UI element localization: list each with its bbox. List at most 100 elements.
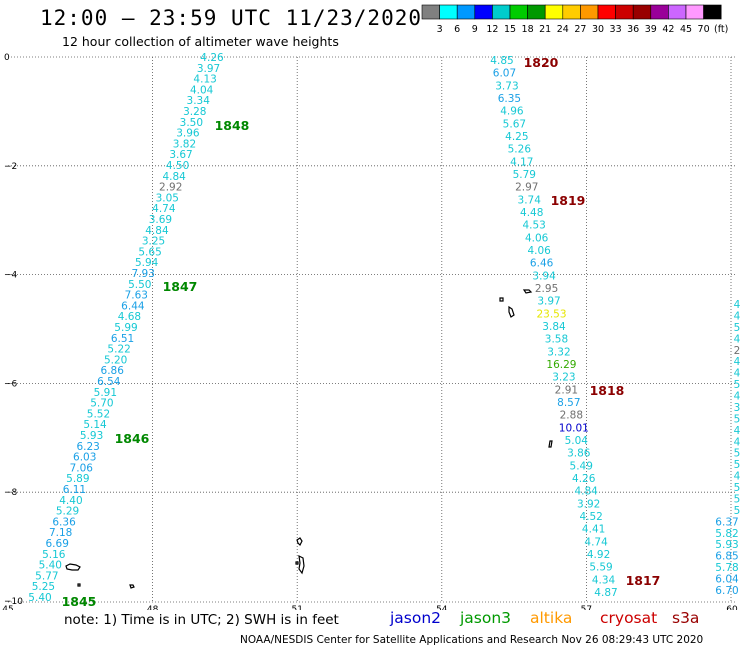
wave-height-value: 5.67 — [503, 118, 526, 130]
wave-height-value: 4.26 — [572, 473, 596, 485]
wave-height-value: 4.26 — [200, 52, 224, 64]
wave-height-value: 3.92 — [577, 498, 600, 510]
wave-height-value: 2.91 — [555, 384, 578, 396]
legend-tick-label: 12 — [486, 24, 498, 35]
pass-label-1847: 1847 — [163, 279, 198, 294]
legend-tick-label: 9 — [472, 24, 478, 35]
wave-height-value: 2 — [734, 345, 740, 357]
island-outline — [508, 305, 515, 318]
legend-swatch — [703, 4, 722, 20]
wave-height-value: 5.40 — [39, 560, 62, 572]
legend-unit: (ft) — [714, 24, 728, 35]
wave-height-value: 3.82 — [173, 138, 196, 150]
x-tick-label: 54 — [436, 605, 448, 610]
wave-height-value: 4.85 — [490, 55, 513, 67]
x-tick-label: 51 — [291, 605, 302, 610]
island-outline — [295, 561, 299, 565]
wave-height-value: 5.70 — [90, 398, 113, 410]
wave-height-value: 4 — [734, 391, 740, 403]
wave-height-value: 5 — [734, 379, 740, 391]
wave-height-value: 5 — [734, 493, 740, 505]
wave-height-value: 4.84 — [574, 486, 598, 498]
wave-height-value: 3.84 — [542, 321, 566, 333]
wave-height-value: 7.93 — [132, 268, 155, 280]
wave-height-value: 3.96 — [176, 128, 200, 140]
wave-height-value: 6.07 — [493, 68, 516, 80]
island-outline — [129, 584, 135, 589]
color-legend: 3 6 9 12 15 18 21 24 27 30 33 36 39 42 45 70 (ft) — [421, 4, 728, 35]
wave-height-value: 4.84 — [145, 225, 169, 237]
wave-height-value: 5.14 — [83, 419, 107, 431]
wave-height-value: 6.46 — [530, 258, 554, 270]
wave-height-value: 5.59 — [589, 562, 612, 574]
wave-height-value: 5.93 — [80, 430, 103, 442]
x-tick-label: 60 — [726, 605, 738, 610]
wave-height-value: 5.50 — [128, 279, 151, 291]
legend-tick-label: 70 — [698, 24, 710, 35]
wave-height-value: 3.32 — [547, 346, 570, 358]
wave-height-value: 7.18 — [49, 527, 72, 539]
wave-height-value: 5.93 — [715, 539, 738, 551]
wave-height-value: 6.11 — [63, 484, 86, 496]
wave-height-value: 4 — [734, 299, 740, 311]
wave-height-value: 5.91 — [94, 387, 117, 399]
wave-height-value: 4 — [734, 368, 740, 380]
wave-height-value: 3.97 — [537, 296, 560, 308]
wave-height-value: 4 — [734, 436, 740, 448]
y-tick-label: −8 — [4, 488, 18, 498]
island-outline — [298, 554, 305, 575]
legend-tick-label: 36 — [627, 24, 639, 35]
wave-height-value: 6.69 — [46, 538, 69, 550]
wave-height-value: 5.65 — [138, 246, 161, 258]
wave-height-value: 3.58 — [545, 334, 568, 346]
wave-height-value: 5.82 — [715, 528, 738, 540]
wave-height-value: 2.92 — [159, 182, 182, 194]
island-outline — [522, 289, 533, 294]
pass-label-1846: 1846 — [115, 431, 150, 446]
wave-height-value: 3.25 — [142, 236, 165, 248]
wave-height-value: 6.03 — [73, 452, 96, 464]
wave-height-value: 3 — [734, 402, 740, 414]
y-tick-label: 0 — [4, 53, 10, 63]
wave-height-value: 4.17 — [510, 156, 533, 168]
wave-height-map: 45 48 51 54 57 600−2−4−6−8−104.263.974.134.04… — [2, 52, 740, 610]
legend-tick-label: 18 — [522, 24, 534, 35]
island-outline — [77, 583, 81, 587]
wave-height-value: 6.54 — [97, 376, 121, 388]
page-subtitle: 12 hour collection of altimeter wave hei… — [62, 34, 339, 49]
wave-height-value: 3.97 — [197, 63, 220, 75]
wave-height-value: 4.74 — [584, 536, 608, 548]
wave-height-value: 5.79 — [513, 169, 536, 181]
wave-height-value: 3.23 — [552, 372, 575, 384]
legend-tick-label: 27 — [574, 24, 586, 35]
island-outline — [499, 297, 504, 302]
wave-height-value: 5.40 — [28, 592, 51, 604]
wave-height-value: 6.44 — [121, 300, 145, 312]
wave-height-value: 4 — [734, 333, 740, 345]
x-tick-label: 45 — [2, 605, 13, 610]
wave-height-value: 2.95 — [535, 283, 558, 295]
pass-label-1848: 1848 — [215, 118, 250, 133]
legend-tick-label: 24 — [557, 24, 569, 35]
wave-height-value: 7.06 — [70, 462, 94, 474]
wave-height-value: 4.84 — [162, 171, 186, 183]
wave-height-value: 5.25 — [32, 581, 55, 593]
wave-height-value: 5.20 — [104, 354, 127, 366]
y-tick-label: −2 — [4, 162, 17, 172]
wave-height-value: 5.94 — [135, 257, 159, 269]
wave-height-value: 4.06 — [527, 245, 551, 257]
wave-height-value: 4.13 — [193, 74, 216, 86]
x-tick-label: 57 — [581, 605, 592, 610]
wave-height-value: 5 — [734, 322, 740, 334]
pass-label-1818: 1818 — [590, 383, 625, 398]
wave-height-value: 4.68 — [118, 311, 141, 323]
wave-height-value: 6.70 — [715, 585, 738, 597]
legend-tick-label: 45 — [680, 24, 692, 35]
wave-height-value: 4 — [734, 425, 740, 437]
island-outline — [65, 563, 81, 571]
pass-label-1820: 1820 — [524, 55, 559, 70]
pass-label-1845: 1845 — [62, 594, 97, 609]
wave-height-value: 5.16 — [42, 549, 66, 561]
wave-height-value: 3.28 — [183, 106, 206, 118]
legend-tick-label: 39 — [645, 24, 657, 35]
